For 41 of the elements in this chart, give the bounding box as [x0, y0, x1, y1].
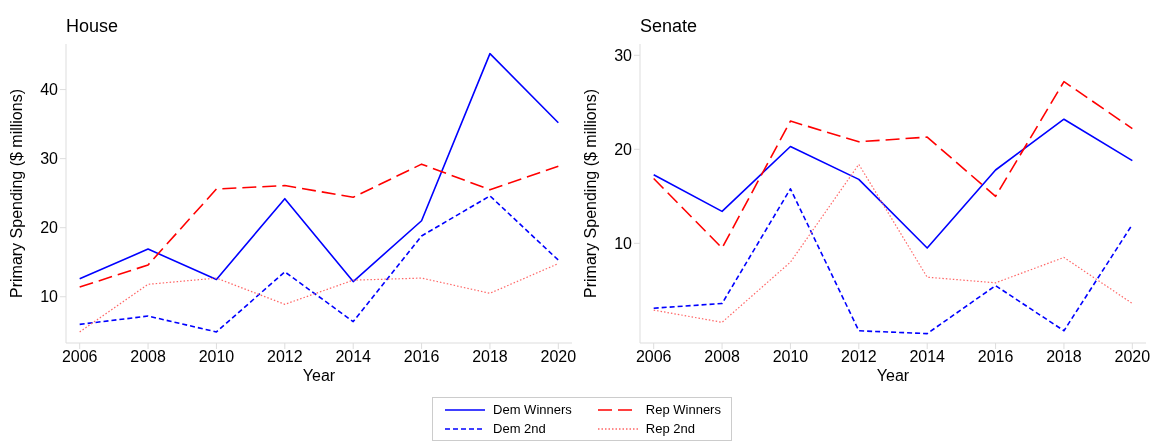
x-tick-label: 2006: [61, 348, 98, 366]
line-series: [652, 80, 1134, 249]
x-tick-label: 2006: [635, 348, 672, 366]
x-tick-label: 2016: [403, 348, 440, 366]
y-axis-title: Primary Spending ($ millions): [7, 89, 25, 298]
line-series: [78, 52, 560, 283]
line-series: [78, 195, 560, 333]
line-series: [78, 163, 560, 288]
legend-label: Rep Winners: [645, 402, 721, 417]
line-series: [79, 262, 559, 333]
x-tick-label: 2020: [540, 348, 577, 366]
legend-label: Dem Winners: [493, 402, 572, 417]
y-tick-label: 40: [40, 81, 59, 99]
x-tick-label: 2014: [335, 348, 372, 366]
x-tick-label: 2016: [977, 348, 1014, 366]
x-axis-title: Year: [876, 367, 910, 384]
legend-label: Dem 2nd: [493, 421, 546, 436]
x-tick-label: 2018: [472, 348, 508, 366]
y-tick-label: 20: [614, 140, 633, 158]
line-series: [653, 163, 1133, 323]
y-tick-label: 10: [614, 235, 633, 253]
chart-title: Senate: [640, 16, 698, 37]
y-tick-label: 20: [40, 219, 59, 237]
x-tick-label: 2010: [198, 348, 235, 366]
x-tick-label: 2012: [267, 348, 303, 366]
x-tick-label: 2020: [1114, 348, 1151, 366]
x-tick-label: 2018: [1046, 348, 1082, 366]
y-tick-label: 30: [40, 150, 59, 168]
line-series: [652, 188, 1134, 335]
y-tick-label: 10: [40, 288, 59, 306]
x-tick-label: 2008: [704, 348, 740, 366]
x-axis-title: Year: [302, 367, 336, 384]
y-axis-title: Primary Spending ($ millions): [581, 89, 599, 298]
chart-title: House: [66, 16, 119, 37]
x-tick-label: 2012: [841, 348, 877, 366]
legend-label: Rep 2nd: [645, 421, 695, 436]
x-tick-label: 2010: [772, 348, 809, 366]
x-tick-label: 2008: [130, 348, 166, 366]
line-series: [652, 118, 1134, 249]
x-tick-label: 2014: [909, 348, 946, 366]
y-tick-label: 30: [614, 46, 633, 64]
